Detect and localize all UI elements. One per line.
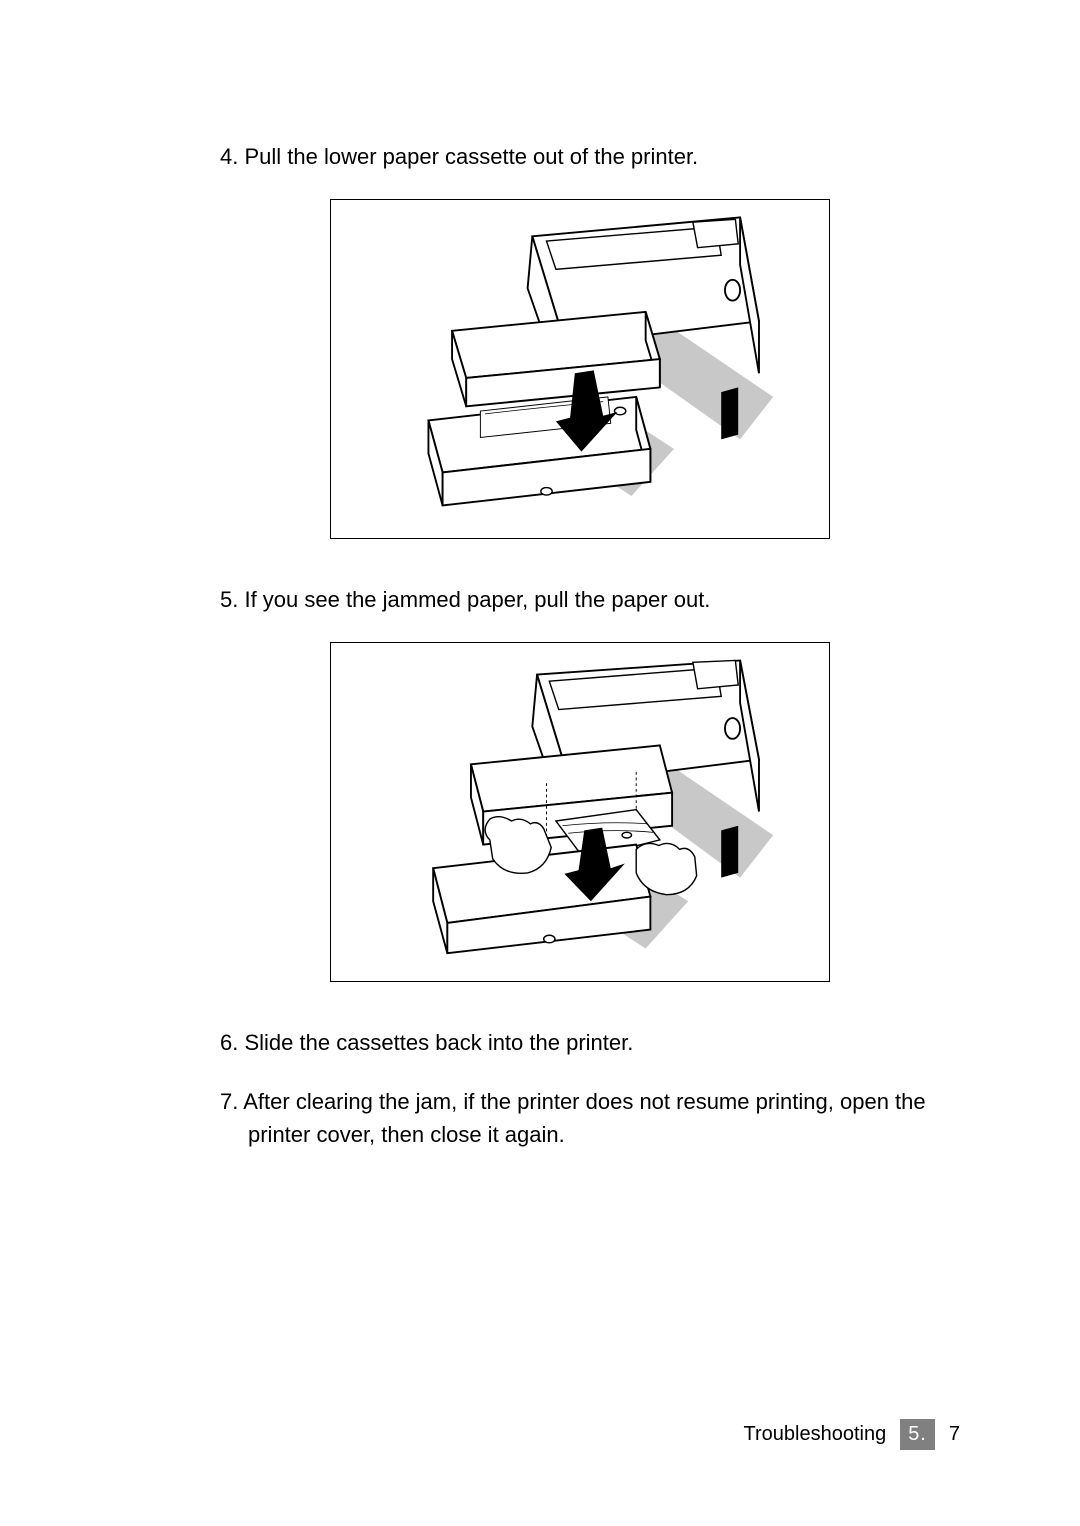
step-4-text: 4. Pull the lower paper cassette out of … xyxy=(220,140,940,173)
page-footer: Troubleshooting 5. 7 xyxy=(744,1419,961,1450)
figure-1 xyxy=(330,199,830,539)
step-5: 5. If you see the jammed paper, pull the… xyxy=(220,583,940,616)
page-content: 4. Pull the lower paper cassette out of … xyxy=(220,140,940,1177)
step-6: 6. Slide the cassettes back into the pri… xyxy=(220,1026,940,1059)
printer-cassette-out-illustration xyxy=(343,208,816,529)
footer-page-section: 5. xyxy=(900,1419,935,1450)
step-6-text: 6. Slide the cassettes back into the pri… xyxy=(220,1026,940,1059)
step-7: 7. After clearing the jam, if the printe… xyxy=(220,1085,940,1151)
printer-pull-paper-illustration xyxy=(343,651,816,972)
step-5-text: 5. If you see the jammed paper, pull the… xyxy=(220,583,940,616)
step-7-text: 7. After clearing the jam, if the printe… xyxy=(220,1085,940,1151)
footer-page-number: 7 xyxy=(949,1423,960,1446)
figure-2 xyxy=(330,642,830,982)
footer-chapter-label: Troubleshooting xyxy=(744,1423,887,1446)
step-4: 4. Pull the lower paper cassette out of … xyxy=(220,140,940,173)
